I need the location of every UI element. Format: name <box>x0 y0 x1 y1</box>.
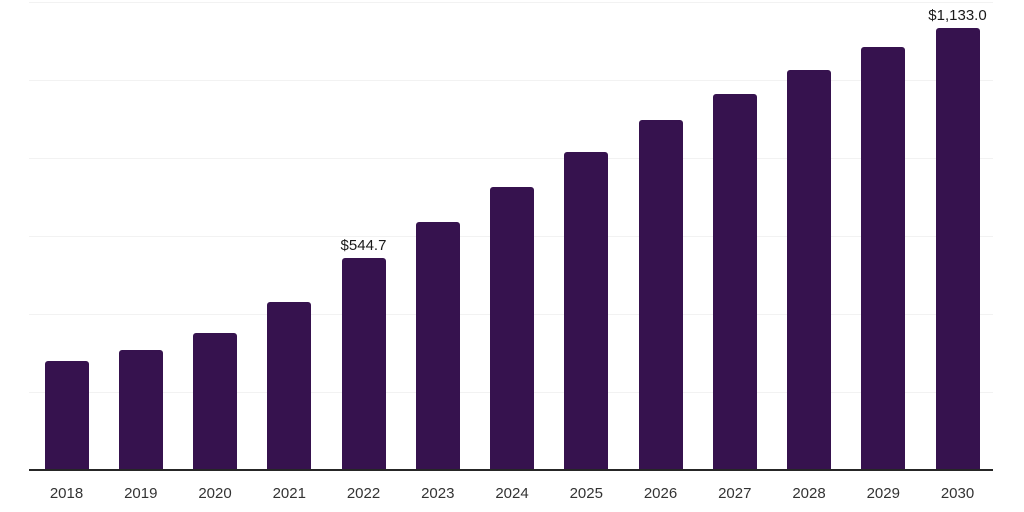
bar-2019 <box>118 350 163 470</box>
bar-2021 <box>267 302 312 470</box>
bar-2028 <box>787 70 831 470</box>
bar-2022 <box>341 257 386 470</box>
x-tick-label-2023: 2023 <box>421 485 455 502</box>
x-tick-label-2020: 2020 <box>198 485 232 502</box>
bar-2024 <box>490 187 534 470</box>
x-tick-label-2025: 2025 <box>569 485 603 502</box>
bar-2018 <box>44 360 89 470</box>
bar-2025 <box>564 151 609 470</box>
x-tick-label-2021: 2021 <box>272 485 306 502</box>
x-tick-label-2024: 2024 <box>495 485 529 502</box>
bar-2026 <box>638 119 683 470</box>
x-tick-label-2018: 2018 <box>49 485 84 502</box>
x-tick-label-2028: 2028 <box>792 485 826 502</box>
x-tick-label-2027: 2027 <box>718 485 752 502</box>
bar-2020 <box>193 332 237 470</box>
value-label-2030: $1,133.0 <box>928 7 987 25</box>
x-tick-label-2019: 2019 <box>124 485 158 502</box>
bar-2023 <box>415 221 460 470</box>
bar-2029 <box>861 47 906 470</box>
value-label-2022: $544.7 <box>340 236 387 254</box>
gridline-1000 <box>29 80 993 81</box>
bar-2030 <box>935 28 980 470</box>
x-tick-label-2030: 2030 <box>940 485 975 502</box>
gridline-800 <box>29 158 993 159</box>
x-tick-label-2029: 2029 <box>866 485 900 502</box>
x-axis-line <box>29 469 993 471</box>
x-tick-label-2022: 2022 <box>346 485 381 502</box>
bar-2027 <box>712 94 757 470</box>
x-tick-label-2026: 2026 <box>643 485 678 502</box>
gridline-1200 <box>29 2 993 3</box>
